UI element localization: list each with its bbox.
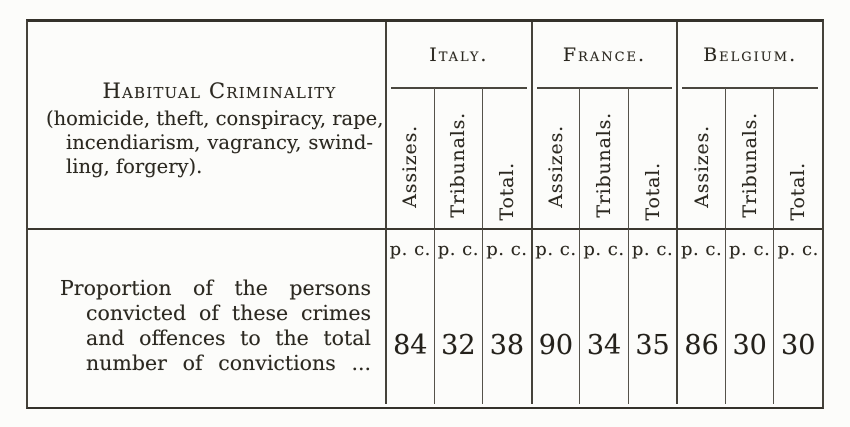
subcolumn-header-label: Tribunals. <box>738 112 761 218</box>
subcolumn-header-label: Tribunals. <box>592 112 615 218</box>
value: 84 <box>393 330 428 361</box>
unit-label: p. c. <box>583 239 625 260</box>
table-subtitle-line: (homicide, theft, conspiracy, rape, <box>46 107 384 130</box>
unit-label: p. c. <box>729 239 771 260</box>
subcolumn-header-total: Total. <box>482 88 531 228</box>
unit-label: p. c. <box>777 239 819 260</box>
row-label-line: Proportion of the persons <box>60 276 371 300</box>
row-label-line: convicted of these crimes <box>86 301 371 325</box>
table-title: Habitual Criminality <box>102 79 337 103</box>
unit-label: p. c. <box>631 239 674 260</box>
value: 30 <box>732 330 767 361</box>
subcolumn-header-assizes: Assizes. <box>676 88 725 228</box>
subcolumn-header-label: Assizes. <box>544 125 567 208</box>
country-header-italy: Italy. <box>385 22 531 89</box>
subcolumn-header-tribunals: Tribunals. <box>724 88 774 228</box>
table-subtitle: (homicide, theft, conspiracy, rape, ince… <box>46 107 383 179</box>
subcolumn-header-assizes: Assizes. <box>385 88 434 228</box>
row-label-cell: Proportion of the persons convicted of t… <box>28 228 385 404</box>
subcolumn-header-assizes: Assizes. <box>530 88 580 228</box>
value-cell-belgium-total: p. c. 30 <box>773 228 822 404</box>
subcolumn-header-tribunals: Tribunals. <box>579 88 628 228</box>
value-cell-france-total: p. c. 35 <box>627 228 677 404</box>
subcolumn-header-label: Total. <box>641 162 664 221</box>
subcolumn-header-total: Total. <box>627 88 677 228</box>
value-cell-italy-assizes: p. c. 84 <box>385 228 434 404</box>
value: 32 <box>441 330 476 361</box>
subcolumn-header-tribunals: Tribunals. <box>433 88 483 228</box>
subcolumn-header-label: Assizes. <box>399 125 422 208</box>
subcolumn-header-label: Assizes. <box>690 125 713 208</box>
subcolumn-header-label: Tribunals. <box>447 112 470 218</box>
row-label-line: and offences to the total <box>86 326 371 350</box>
unit-label: p. c. <box>437 239 479 260</box>
table-subtitle-line: incendiarism, vagrancy, swind- <box>66 131 373 154</box>
table-subtitle-line: ling, forgery). <box>66 155 203 178</box>
country-header-france: France. <box>530 22 677 89</box>
criminality-table: Habitual Criminality (homicide, theft, c… <box>26 19 824 409</box>
unit-label: p. c. <box>680 239 723 260</box>
row-label-line: number of convictions ... <box>86 351 371 375</box>
subcolumn-header-label: Total. <box>495 162 518 221</box>
value: 34 <box>586 330 622 361</box>
value: 30 <box>781 330 816 361</box>
unit-label: p. c. <box>535 239 577 260</box>
value: 90 <box>538 330 574 361</box>
table-header-cell: Habitual Criminality (homicide, theft, c… <box>28 22 385 228</box>
unit-label: p. c. <box>389 239 431 260</box>
value-cell-belgium-tribunals: p. c. 30 <box>724 228 774 404</box>
subcolumn-header-label: Total. <box>787 162 810 221</box>
value: 35 <box>635 330 670 361</box>
value-cell-italy-total: p. c. 38 <box>482 228 531 404</box>
value-cell-belgium-assizes: p. c. 86 <box>676 228 725 404</box>
subcolumn-header-total: Total. <box>773 88 822 228</box>
unit-label: p. c. <box>486 239 528 260</box>
value-cell-france-tribunals: p. c. 34 <box>579 228 628 404</box>
value: 86 <box>684 330 719 361</box>
value-cell-france-assizes: p. c. 90 <box>530 228 580 404</box>
value: 38 <box>489 330 525 361</box>
country-header-belgium: Belgium. <box>676 22 822 89</box>
value-cell-italy-tribunals: p. c. 32 <box>433 228 483 404</box>
